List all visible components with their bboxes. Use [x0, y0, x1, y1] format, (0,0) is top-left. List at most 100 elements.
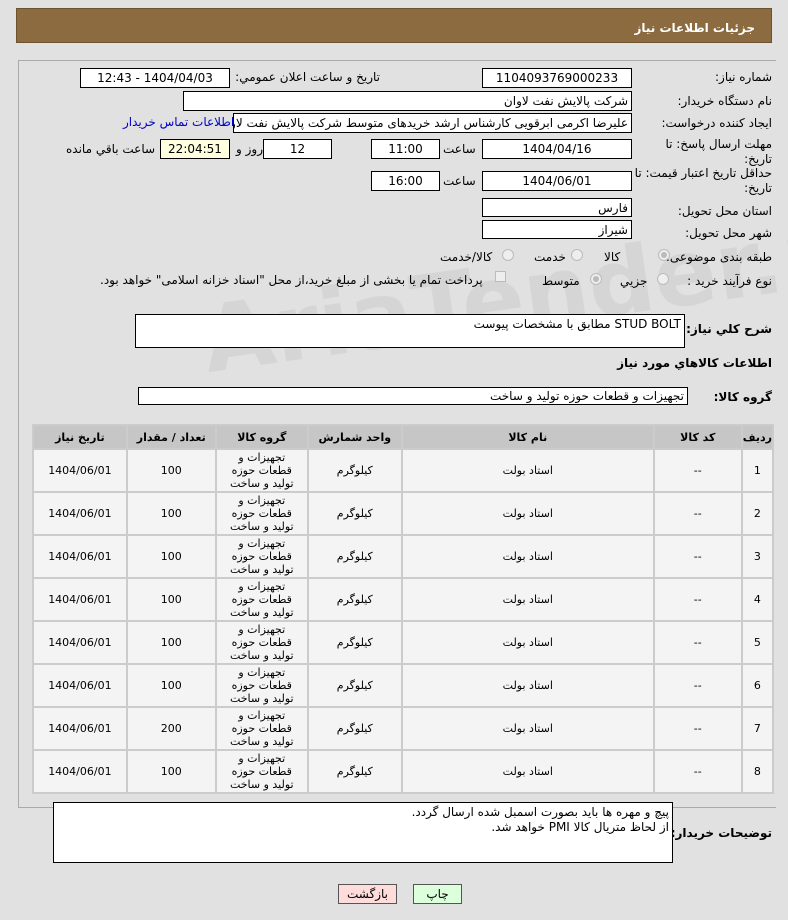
cell-item-code: --	[654, 665, 741, 706]
cell-quantity: 100	[127, 622, 215, 663]
cell-item-name: استاد بولت	[402, 708, 653, 749]
validity-time-field: 16:00	[371, 171, 440, 191]
deadline-time-field: 11:00	[371, 139, 440, 159]
need-number-label: شماره نیاز:	[715, 70, 772, 84]
cell-item-name: استاد بولت	[402, 622, 653, 663]
cell-row-number: 4	[742, 579, 772, 620]
city-field: شیراز	[482, 220, 632, 239]
cell-item-name: استاد بولت	[402, 493, 653, 534]
cell-item-code: --	[654, 622, 741, 663]
cell-need-date: 1404/06/01	[34, 450, 126, 491]
cell-unit: کیلوگرم	[308, 665, 401, 706]
description-label: شرح کلي نیاز:	[686, 322, 772, 336]
buyer-field: شرکت پالایش نفت لاوان	[183, 91, 632, 111]
table-header-row: ردیف کد کالا نام کالا واحد شمارش گروه کا…	[34, 426, 772, 448]
col-unit: واحد شمارش	[308, 426, 401, 448]
cell-row-number: 6	[742, 665, 772, 706]
cell-item-name: استاد بولت	[402, 579, 653, 620]
cell-need-date: 1404/06/01	[34, 751, 126, 792]
cell-item-name: استاد بولت	[402, 536, 653, 577]
notes-textarea[interactable]: پیچ و مهره ها باید بصورت اسمبل شده ارسال…	[53, 802, 673, 863]
cell-item-group: تجهیزات و قطعات حوزه تولید و ساخت	[216, 493, 307, 534]
cell-item-name: استاد بولت	[402, 751, 653, 792]
page-title: جزئیات اطلاعات نیاز	[634, 21, 755, 35]
cell-item-code: --	[654, 708, 741, 749]
goods-section-title: اطلاعات کالاهاي مورد نیاز	[617, 356, 772, 370]
cell-need-date: 1404/06/01	[34, 493, 126, 534]
validity-date-field: 1404/06/01	[482, 171, 632, 191]
category-label: طبقه بندی موضوعی:	[665, 250, 772, 264]
treasury-payment-checkbox[interactable]	[495, 271, 506, 282]
page-header: جزئیات اطلاعات نیاز	[16, 8, 772, 43]
deadline-date-field: 1404/04/16	[482, 139, 632, 159]
print-button[interactable]: چاپ	[413, 884, 462, 904]
cell-unit: کیلوگرم	[308, 708, 401, 749]
category-radio-goods[interactable]	[658, 249, 670, 261]
buyer-contact-link[interactable]: اطلاعات تماس خریدار	[123, 115, 235, 129]
process-radio-medium[interactable]	[590, 273, 602, 285]
col-row: ردیف	[742, 426, 772, 448]
cell-item-code: --	[654, 493, 741, 534]
category-radio-service[interactable]	[571, 249, 583, 261]
table-row: 8 -- استاد بولت کیلوگرم تجهیزات و قطعات حوزه…	[34, 751, 772, 792]
need-number-field: 1104093769000233	[482, 68, 632, 88]
process-option-medium: متوسط	[542, 274, 580, 288]
cell-row-number: 5	[742, 622, 772, 663]
cell-quantity: 100	[127, 536, 215, 577]
cell-item-group: تجهیزات و قطعات حوزه تولید و ساخت	[216, 665, 307, 706]
process-radio-minor[interactable]	[657, 273, 669, 285]
cell-need-date: 1404/06/01	[34, 622, 126, 663]
category-option-goods: کالا	[604, 250, 621, 264]
cell-quantity: 100	[127, 450, 215, 491]
cell-unit: کیلوگرم	[308, 751, 401, 792]
cell-item-group: تجهیزات و قطعات حوزه تولید و ساخت	[216, 450, 307, 491]
creator-label: ایجاد کننده درخواست:	[661, 116, 772, 130]
table-row: 3 -- استاد بولت کیلوگرم تجهیزات و قطعات حوزه…	[34, 536, 772, 577]
creator-field: علیرضا اکرمی ابرقویی کارشناس ارشد خریدها…	[233, 113, 632, 133]
validity-time-label: ساعت	[443, 174, 476, 188]
table-row: 4 -- استاد بولت کیلوگرم تجهیزات و قطعات حوزه…	[34, 579, 772, 620]
cell-item-group: تجهیزات و قطعات حوزه تولید و ساخت	[216, 708, 307, 749]
notes-line-2: از لحاظ متریال کالا PMI خواهد شد.	[491, 820, 669, 834]
category-option-service: خدمت	[534, 250, 566, 264]
cell-item-code: --	[654, 751, 741, 792]
notes-line-1: پیچ و مهره ها باید بصورت اسمبل شده ارسال…	[411, 805, 669, 819]
col-code: کد کالا	[654, 426, 741, 448]
table-row: 7 -- استاد بولت کیلوگرم تجهیزات و قطعات حوزه…	[34, 708, 772, 749]
cell-item-group: تجهیزات و قطعات حوزه تولید و ساخت	[216, 536, 307, 577]
cell-quantity: 100	[127, 493, 215, 534]
table-row: 2 -- استاد بولت کیلوگرم تجهیزات و قطعات حوزه…	[34, 493, 772, 534]
cell-quantity: 100	[127, 665, 215, 706]
announce-label: تاریخ و ساعت اعلان عمومي:	[235, 70, 380, 84]
col-group: گروه کالا	[216, 426, 307, 448]
table-row: 5 -- استاد بولت کیلوگرم تجهیزات و قطعات حوزه…	[34, 622, 772, 663]
cell-item-group: تجهیزات و قطعات حوزه تولید و ساخت	[216, 751, 307, 792]
col-name: نام کالا	[402, 426, 653, 448]
cell-unit: کیلوگرم	[308, 579, 401, 620]
cell-quantity: 100	[127, 579, 215, 620]
goods-table: ردیف کد کالا نام کالا واحد شمارش گروه کا…	[32, 424, 774, 794]
buyer-label: نام دستگاه خریدار:	[677, 94, 773, 108]
table-row: 1 -- استاد بولت کیلوگرم تجهیزات و قطعات حوزه…	[34, 450, 772, 491]
cell-need-date: 1404/06/01	[34, 536, 126, 577]
goods-group-field: تجهیزات و قطعات حوزه تولید و ساخت	[138, 387, 688, 405]
cell-unit: کیلوگرم	[308, 536, 401, 577]
cell-item-group: تجهیزات و قطعات حوزه تولید و ساخت	[216, 579, 307, 620]
category-radio-both[interactable]	[502, 249, 514, 261]
col-date: تاریخ نیاز	[34, 426, 126, 448]
announce-field: 1404/04/03 - 12:43	[80, 68, 230, 88]
cell-item-code: --	[654, 450, 741, 491]
process-label: نوع فرآیند خرید :	[687, 274, 772, 288]
deadline-time-label: ساعت	[443, 142, 476, 156]
remaining-label: ساعت باقي مانده	[66, 142, 156, 156]
back-button[interactable]: بازگشت	[338, 884, 397, 904]
cell-need-date: 1404/06/01	[34, 665, 126, 706]
cell-need-date: 1404/06/01	[34, 708, 126, 749]
cell-row-number: 2	[742, 493, 772, 534]
cell-row-number: 3	[742, 536, 772, 577]
cell-item-name: استاد بولت	[402, 450, 653, 491]
province-label: استان محل تحویل:	[677, 204, 772, 218]
cell-unit: کیلوگرم	[308, 450, 401, 491]
description-textarea[interactable]: STUD BOLT مطابق با مشخصات پیوست	[135, 314, 685, 348]
city-label: شهر محل تحویل:	[685, 226, 772, 240]
